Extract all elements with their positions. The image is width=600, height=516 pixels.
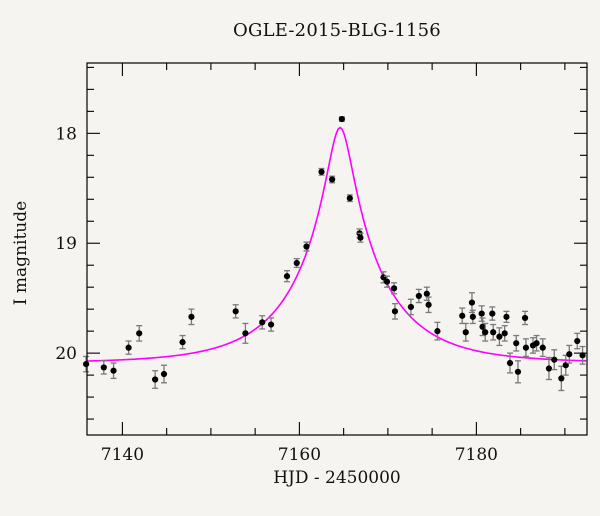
data-point	[329, 176, 336, 183]
data-point	[293, 259, 300, 267]
data-point	[346, 195, 353, 202]
data-point	[232, 308, 239, 315]
data-point	[242, 330, 249, 337]
data-point	[434, 328, 441, 335]
data-point	[160, 370, 168, 378]
data-point	[489, 310, 496, 317]
y-tick-label: 20	[55, 344, 77, 364]
data-point	[521, 314, 529, 322]
data-point	[522, 344, 530, 351]
y-tick-label: 18	[55, 124, 77, 144]
data-point	[318, 168, 325, 175]
data-point	[110, 367, 117, 374]
data-point	[383, 278, 391, 285]
x-tick-label: 7160	[278, 445, 321, 465]
data-point	[558, 375, 565, 382]
data-point	[259, 319, 266, 326]
data-point	[503, 313, 510, 320]
data-point	[357, 234, 364, 241]
data-point	[533, 340, 540, 347]
data-point	[551, 356, 558, 363]
data-point	[267, 321, 275, 328]
data-point	[496, 333, 503, 340]
data-point	[566, 351, 573, 358]
data-point	[513, 340, 520, 347]
data-point	[468, 299, 476, 306]
data-point	[490, 329, 497, 336]
y-axis-label: I magnitude	[11, 200, 31, 306]
data-point	[462, 329, 469, 336]
data-point	[579, 352, 586, 359]
data-point	[478, 310, 485, 317]
data-point	[545, 365, 553, 372]
model-curve	[86, 126, 587, 362]
data-point	[283, 273, 291, 280]
data-point	[506, 359, 514, 367]
x-tick-label: 7140	[101, 445, 144, 465]
data-point	[425, 301, 432, 308]
data-point	[415, 292, 422, 300]
chart-title: OGLE-2015-BLG-1156	[233, 20, 441, 41]
data-point	[303, 243, 310, 250]
data-point	[501, 330, 508, 337]
data-point	[125, 344, 132, 351]
data-point	[390, 285, 398, 292]
x-axis-label: HJD - 2450000	[273, 468, 401, 488]
data-point	[407, 303, 414, 311]
data-point	[574, 337, 581, 345]
data-point	[152, 376, 159, 383]
data-point	[100, 364, 107, 371]
data-point	[539, 344, 546, 351]
data-point	[136, 330, 143, 337]
data-point	[179, 339, 186, 346]
x-tick-label: 7180	[455, 445, 498, 465]
data-point	[469, 313, 476, 320]
y-tick-label: 19	[55, 234, 77, 254]
data-point	[83, 361, 90, 368]
data-point	[482, 329, 489, 336]
data-point	[338, 115, 345, 123]
data-point	[514, 368, 522, 375]
data-point	[188, 313, 195, 320]
plot-frame	[86, 62, 588, 436]
data-point	[479, 323, 486, 330]
data-point	[459, 312, 466, 319]
data-point	[423, 290, 430, 297]
data-point	[391, 308, 399, 315]
